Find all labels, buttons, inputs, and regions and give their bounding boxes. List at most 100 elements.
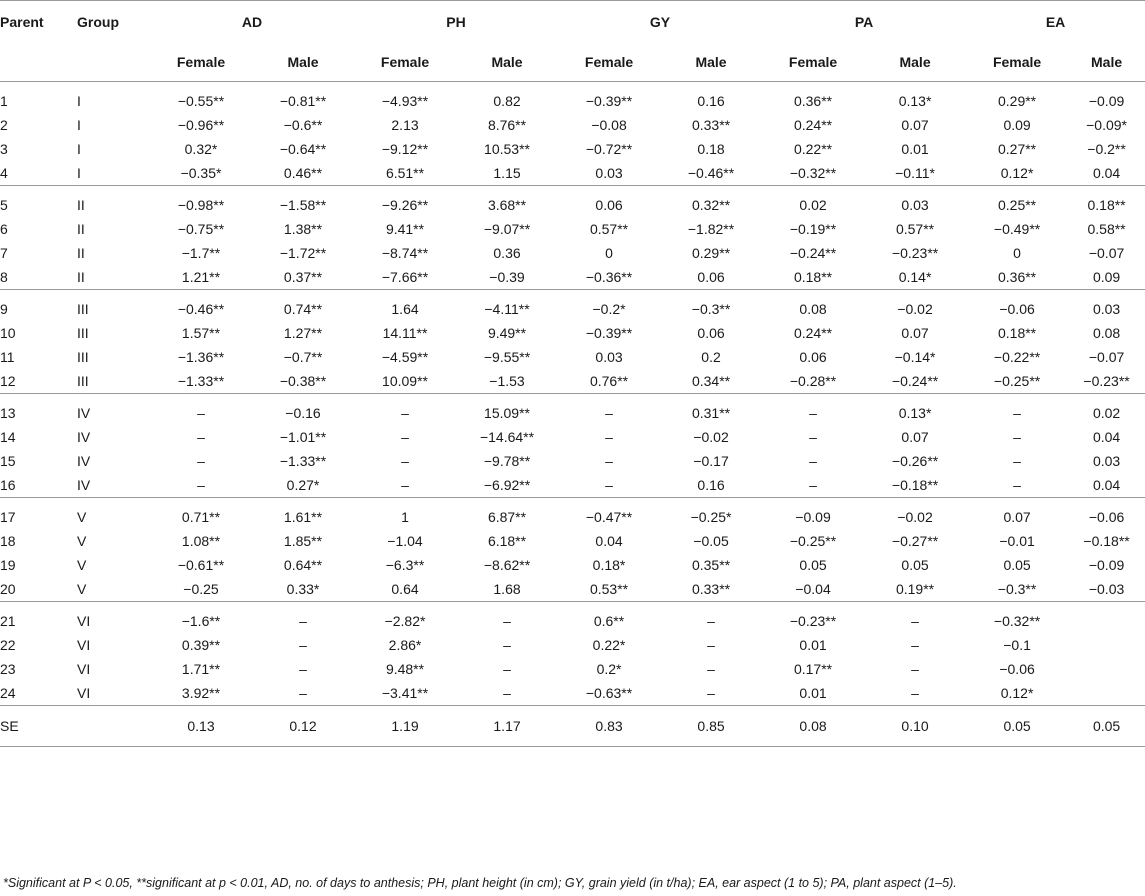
cell-group: IV xyxy=(77,429,91,445)
table-row: 13 IV – −0.16 – 15.09** – 0.31** – 0.13* – 0.02 xyxy=(0,401,1145,425)
header-female: Female xyxy=(558,43,661,82)
cell-value: 0.05 xyxy=(799,557,827,573)
cell-value: 0.12* xyxy=(966,161,1069,186)
cell-value: −1.33** xyxy=(279,453,327,469)
cell-value: – xyxy=(809,405,817,421)
cell-value: 1.68 xyxy=(456,577,559,602)
cell-value: −0.18** xyxy=(1083,533,1130,549)
cell-value: – xyxy=(966,473,1069,498)
cell-value: 15.09** xyxy=(484,405,530,421)
cell-value: – xyxy=(299,613,307,629)
cell-value: −9.78** xyxy=(483,453,531,469)
cell-value: −0.25 xyxy=(150,577,252,602)
header-empty xyxy=(0,43,77,82)
cell-value: −0.18** xyxy=(864,473,967,498)
cell-parent: 14 xyxy=(0,429,16,445)
header-trait-pa: PA xyxy=(762,1,966,44)
header-parent: Parent xyxy=(0,14,44,30)
cell-parent: 17 xyxy=(0,509,16,525)
cell-value: 6.18** xyxy=(487,533,527,549)
cell-group: III xyxy=(77,369,150,394)
cell-value: 0.05 xyxy=(1003,557,1031,573)
cell-value: 3.92** xyxy=(150,681,252,706)
cell-value: – xyxy=(354,473,457,498)
cell-value: −0.02 xyxy=(693,429,729,445)
cell-value: −0.01 xyxy=(999,533,1035,549)
table-footnote: *Significant at P < 0.05, **significant … xyxy=(3,876,957,890)
cell-value: – xyxy=(197,429,205,445)
group-spacer xyxy=(0,394,1145,402)
cell-value: – xyxy=(809,453,817,469)
table-row: 15 IV – −1.33** – −9.78** – −0.17 – −0.26** – 0.03 xyxy=(0,449,1145,473)
se-value: 0.10 xyxy=(864,705,967,747)
cell-value: −0.98** xyxy=(177,197,225,213)
cell-value: 9.48** xyxy=(385,661,425,677)
cell-value xyxy=(1068,681,1145,706)
cell-value: – xyxy=(503,613,511,629)
cell-group: III xyxy=(77,325,89,341)
table-row: 11 III −1.36** −0.7** −4.59** −9.55** 0.03 0.2 0… xyxy=(0,345,1145,369)
cell-value: −9.26** xyxy=(381,197,429,213)
cell-value: 0.06 xyxy=(799,349,827,365)
cell-value: 0.03 xyxy=(1092,301,1121,317)
cell-value: 0.13* xyxy=(898,405,932,421)
cell-group: V xyxy=(77,509,87,525)
table-row: 12 III −1.33** −0.38** 10.09** −1.53 0.76** 0.3… xyxy=(0,369,1145,394)
cell-value: −1.72** xyxy=(279,245,327,261)
cell-value: – xyxy=(809,429,817,445)
cell-value: 0 xyxy=(605,245,613,261)
cell-parent: 7 xyxy=(0,245,8,261)
cell-value: −8.74** xyxy=(381,245,429,261)
cell-value: 0.18* xyxy=(592,557,626,573)
cell-value: 0.04 xyxy=(1068,161,1145,186)
cell-value: −0.06 xyxy=(999,661,1035,677)
cell-parent: 16 xyxy=(0,473,77,498)
cell-value: 0.07 xyxy=(901,117,929,133)
cell-value: 0.18 xyxy=(697,141,725,157)
cell-value: 0.34** xyxy=(660,369,763,394)
gca-effects-table: Parent Group AD PH GY PA EA Female Male Female Mal… xyxy=(0,0,1145,747)
cell-value: −0.32** xyxy=(762,161,865,186)
cell-value: 0.16 xyxy=(697,93,725,109)
cell-value: −0.39** xyxy=(585,93,633,109)
cell-value: 9.41** xyxy=(385,221,425,237)
cell-group: I xyxy=(77,141,81,157)
cell-value: −0.23** xyxy=(1068,369,1145,394)
cell-value: 0.06 xyxy=(697,325,725,341)
cell-value: −0.55** xyxy=(177,93,225,109)
cell-value: 0.02 xyxy=(1092,405,1121,421)
cell-group: I xyxy=(77,117,81,133)
cell-value: 0.03 xyxy=(1092,453,1121,469)
cell-value: 0.58** xyxy=(1087,221,1126,237)
cell-value: −0.07 xyxy=(1088,349,1125,365)
cell-value: −1.82** xyxy=(687,221,735,237)
se-label: SE xyxy=(0,705,77,747)
header-male: Male xyxy=(1068,43,1145,82)
header-male: Male xyxy=(456,43,559,82)
cell-value: −0.16 xyxy=(285,405,321,421)
header-empty xyxy=(77,43,150,82)
cell-value: 1.21** xyxy=(150,265,252,290)
cell-value: 0.09 xyxy=(1068,265,1145,290)
table-row: 8 II 1.21** 0.37** −7.66** −0.39 −0.36** 0.06 0.… xyxy=(0,265,1145,290)
cell-value: −0.2** xyxy=(1087,141,1126,157)
cell-group: V xyxy=(77,533,87,549)
cell-value: 0.25** xyxy=(997,197,1037,213)
header-male: Male xyxy=(252,43,355,82)
trait-label: PA xyxy=(854,14,874,30)
cell-value: −0.09 xyxy=(795,509,831,525)
cell-group: V xyxy=(77,577,150,602)
cell-value: 0.32** xyxy=(691,197,731,213)
cell-value: 0.29** xyxy=(691,245,731,261)
cell-parent: 18 xyxy=(0,533,16,549)
cell-parent: 11 xyxy=(0,349,15,365)
cell-parent: 22 xyxy=(0,637,16,653)
cell-value: −0.14* xyxy=(894,349,936,365)
cell-value: −0.24** xyxy=(864,369,967,394)
cell-value: 6.87** xyxy=(487,509,527,525)
cell-value: 0.01 xyxy=(799,637,827,653)
cell-value: – xyxy=(401,429,409,445)
cell-value: −1.6** xyxy=(181,613,221,629)
cell-value: −0.07 xyxy=(1088,245,1125,261)
